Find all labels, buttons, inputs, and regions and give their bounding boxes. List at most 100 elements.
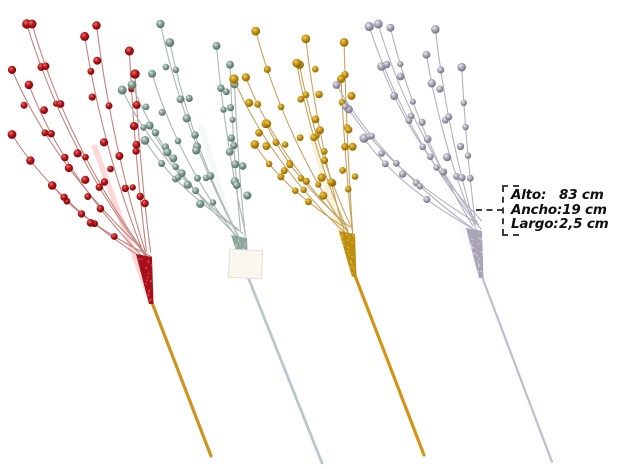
stem-stick (479, 272, 554, 464)
berry (409, 98, 416, 105)
twig (254, 144, 349, 230)
berry (60, 193, 68, 201)
callout-leader-line (476, 209, 503, 211)
berry (339, 167, 346, 174)
berry (132, 140, 141, 149)
berry (105, 102, 113, 110)
glitter-speck (350, 259, 352, 262)
berry (320, 156, 329, 164)
berry (437, 66, 445, 74)
berry (163, 148, 172, 157)
berry (86, 219, 95, 227)
twig (131, 84, 239, 239)
berry (7, 65, 17, 74)
glitter-speck (478, 237, 481, 239)
berry (47, 181, 57, 190)
berry (286, 161, 294, 169)
berry (140, 136, 150, 145)
berry (312, 65, 319, 73)
glitter-cone (136, 254, 154, 304)
berry (416, 182, 424, 190)
glitter-speck (478, 257, 481, 260)
dimension-row-alto: Alto: 83 cm (511, 188, 625, 203)
berry (183, 180, 192, 189)
berry (151, 129, 160, 137)
berry (93, 56, 102, 65)
berry (332, 80, 341, 89)
glitter-speck (341, 233, 344, 236)
berry (99, 138, 109, 147)
gold-glitter-berry-branch (229, 26, 426, 457)
berry (178, 169, 186, 177)
berry (292, 187, 299, 194)
berry (191, 131, 199, 139)
glitter-speck (347, 250, 349, 252)
glitter-speck (145, 282, 147, 285)
berry (462, 123, 469, 131)
berry (132, 147, 140, 155)
twig (134, 74, 152, 253)
berry (61, 153, 69, 162)
berry (348, 142, 357, 151)
twig (425, 54, 479, 235)
berry (423, 195, 431, 204)
berry (127, 80, 137, 90)
berry (129, 184, 136, 191)
berry (381, 160, 389, 168)
berry (115, 152, 124, 160)
berry (341, 143, 349, 151)
berry (464, 152, 472, 159)
berry (226, 60, 234, 69)
twig (434, 29, 476, 226)
berry (141, 199, 149, 208)
glitter-speck (477, 243, 479, 245)
berry (345, 126, 353, 134)
twig (11, 69, 143, 250)
glitter-speck (351, 255, 353, 258)
twig (95, 25, 148, 259)
berry (47, 130, 55, 138)
twig (343, 42, 354, 232)
glitter-speck (477, 270, 480, 272)
berry (192, 187, 200, 195)
berry (230, 141, 238, 150)
glitter-speck (141, 258, 143, 260)
berry (220, 106, 227, 113)
glitter-speck (471, 242, 473, 245)
glitter-speck (349, 266, 351, 268)
berry (460, 99, 467, 107)
berry (145, 121, 154, 130)
berry (364, 21, 374, 32)
glitter-speck (238, 237, 240, 240)
berry (304, 198, 312, 206)
berry (347, 91, 356, 100)
glitter-speck (480, 251, 483, 254)
glitter-speck (150, 264, 153, 267)
berry (41, 129, 49, 137)
berry (405, 117, 413, 124)
twig (389, 27, 474, 227)
berry (457, 62, 467, 72)
berry (453, 172, 460, 180)
glitter-speck (351, 265, 354, 267)
glitter-speck (243, 244, 246, 247)
berry (169, 154, 178, 163)
berry (272, 139, 280, 146)
glitter-speck (242, 247, 245, 250)
glitter-speck (478, 263, 480, 266)
berry (255, 129, 263, 137)
glitter-speck (472, 227, 475, 230)
twig (84, 36, 145, 256)
berry (82, 153, 89, 161)
dimension-label-alto: Alto: (511, 187, 547, 203)
berry (300, 186, 307, 193)
berry (84, 193, 92, 200)
berry (196, 199, 205, 208)
berry (172, 163, 179, 171)
glitter-speck (347, 239, 350, 241)
dimensions-callout: Alto: 83 cm Ancho: 19 cm Largo: 2,5 cm (502, 185, 625, 236)
berry (95, 183, 104, 191)
glitter-speck (147, 293, 149, 295)
berry (172, 66, 180, 74)
dimension-value-ancho: 19 cm (562, 201, 607, 218)
